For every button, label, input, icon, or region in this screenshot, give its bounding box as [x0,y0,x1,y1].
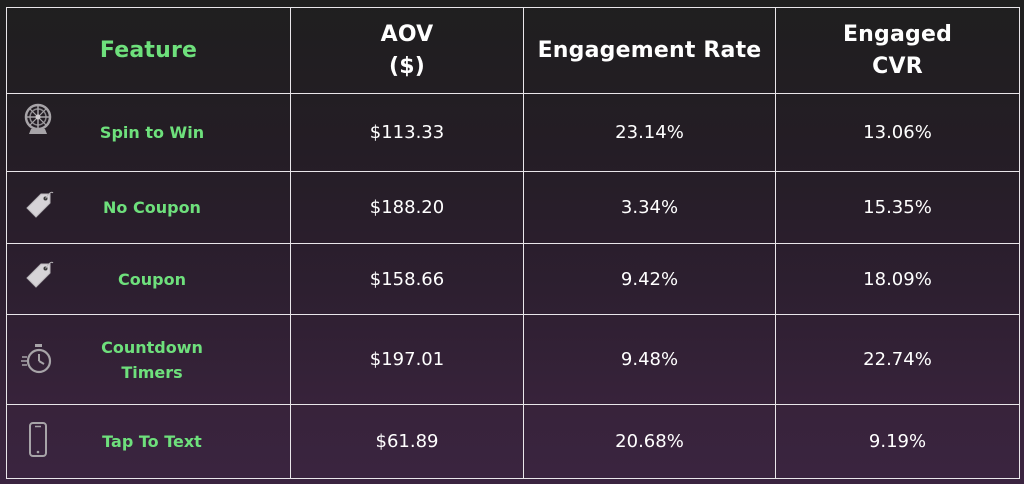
engagement-rate-value: 9.42% [523,243,776,315]
aov-value: $188.20 [290,171,524,244]
table-row: Countdown Timers $197.01 9.48% 22.74% [6,314,1020,405]
feature-cell: Spin to Win [6,93,291,172]
table-row: No Coupon $188.20 3.34% 15.35% [6,171,1020,244]
feature-name: Coupon [87,267,217,292]
engaged-cvr-value: 15.35% [775,171,1020,244]
header-engagement-rate: Engagement Rate [523,7,776,94]
engagement-rate-value: 23.14% [523,93,776,172]
feature-name-line1: Spin to Win [99,123,205,142]
header-engaged-cvr: Engaged CVR [775,7,1020,94]
wheel-icon [21,102,55,142]
aov-value: $197.01 [290,314,524,405]
feature-cell: Countdown Timers [6,314,291,405]
feature-cell: Coupon [6,243,291,315]
feature-comparison-table: Feature AOV ($) Engagement Rate Engaged … [6,7,1020,479]
header-aov-line1: AOV [380,21,434,47]
feature-name-line1: Coupon [118,269,186,289]
header-feature: Feature [6,7,291,94]
feature-name-line1: No Coupon [103,198,201,217]
header-aov-line2: ($) [388,53,426,79]
engaged-cvr-value: 9.19% [775,404,1020,479]
engagement-rate-value: 3.34% [523,171,776,244]
engaged-cvr-value: 18.09% [775,243,1020,315]
feature-cell: Tap To Text [6,404,291,479]
price-tag-icon [21,258,55,298]
table-row: Tap To Text $61.89 20.68% 9.19% [6,404,1020,479]
aov-value: $61.89 [290,404,524,479]
feature-cell: No Coupon [6,171,291,244]
smartphone-icon [21,421,55,461]
engaged-cvr-value: 22.74% [775,314,1020,405]
feature-name: Countdown Timers [87,335,217,385]
aov-value: $158.66 [290,243,524,315]
feature-name: Spin to Win [87,120,217,145]
stopwatch-icon [21,341,55,381]
price-tag-icon [21,188,55,228]
header-row: Feature AOV ($) Engagement Rate Engaged … [6,7,1020,94]
aov-value: $113.33 [290,93,524,172]
header-aov: AOV ($) [290,7,524,94]
table-row: Spin to Win $113.33 23.14% 13.06% [6,93,1020,172]
engaged-cvr-value: 13.06% [775,93,1020,172]
header-cvr-line1: Engaged [842,21,953,47]
feature-name-line1: Countdown [101,337,203,357]
header-cvr-line2: CVR [872,53,923,79]
feature-name-line1: Tap To Text [102,432,202,451]
feature-name-line2: Timers [121,362,183,382]
feature-name: Tap To Text [87,429,217,454]
feature-name: No Coupon [87,195,217,220]
table-row: Coupon $158.66 9.42% 18.09% [6,243,1020,315]
engagement-rate-value: 9.48% [523,314,776,405]
engagement-rate-value: 20.68% [523,404,776,479]
